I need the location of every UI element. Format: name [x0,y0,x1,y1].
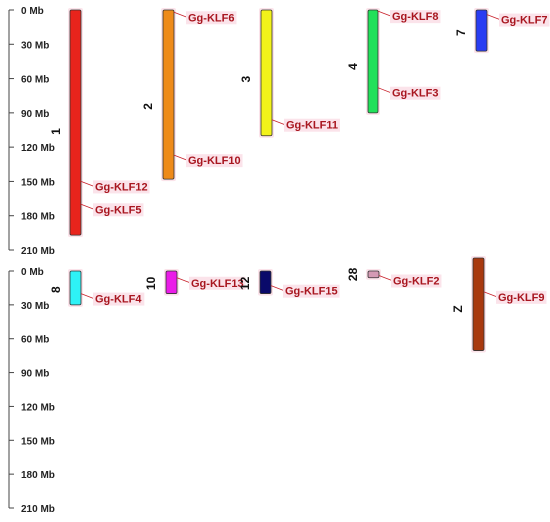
gene-label: Gg-KLF2 [393,276,439,288]
chromosome-3 [261,10,272,136]
chromosome-label: 2 [141,103,155,110]
y-axis-tick-label: 90 Mb [21,109,49,120]
y-axis-tick-label: 120 Mb [21,143,55,154]
gene-label: Gg-KLF10 [188,155,241,167]
chromosome-12 [260,271,271,294]
chromosome-label: 8 [49,286,63,293]
chromosome-label: 3 [239,75,253,82]
y-axis-tick-label: 210 Mb [21,504,55,515]
gene-label: Gg-KLF8 [392,11,438,23]
chromosome-1 [70,10,81,235]
y-axis-tick-label: 210 Mb [21,246,55,257]
gene-label: Gg-KLF3 [392,88,438,100]
y-axis-tick-label: 180 Mb [21,212,55,223]
chromosome-7 [476,10,487,51]
y-axis-tick-label: 60 Mb [21,335,49,346]
chromosome-label: 4 [346,63,360,70]
gene-label: Gg-KLF6 [188,12,234,24]
chromosome-label: 28 [346,267,360,281]
y-axis-tick-label: 150 Mb [21,436,55,447]
gene-label: Gg-KLF5 [95,204,141,216]
y-axis-tick-label: 60 Mb [21,75,49,86]
chromosome-label: 12 [238,276,252,290]
y-axis-tick-label: 180 Mb [21,470,55,481]
y-axis-tick-label: 120 Mb [21,402,55,413]
gene-label: Gg-KLF13 [191,278,244,290]
gene-label: Gg-KLF4 [95,294,142,306]
chromosome-Z [473,258,484,351]
y-axis-tick-label: 90 Mb [21,369,49,380]
chromosome-2 [163,10,174,179]
gene-label: Gg-KLF11 [286,120,338,132]
chromosome-label: Z [451,305,465,312]
gene-label: Gg-KLF9 [498,292,544,304]
y-axis-tick-label: 150 Mb [21,177,55,188]
gene-label: Gg-KLF7 [501,15,547,27]
chromosome-4 [368,10,378,113]
y-axis-tick-label: 30 Mb [21,40,49,51]
y-axis-tick-label: 0 Mb [21,6,44,17]
chromosome-28 [368,271,379,278]
chromosome-label: 10 [144,276,158,290]
gene-label: Gg-KLF15 [285,286,338,298]
chromosome-label: 1 [49,128,63,135]
chromosome-label: 7 [454,29,468,36]
y-axis-tick-label: 0 Mb [21,267,44,278]
y-axis-tick-label: 30 Mb [21,301,49,312]
gene-label: Gg-KLF12 [95,181,148,193]
chromosome-10 [166,271,177,294]
chromosome-8 [70,271,81,305]
